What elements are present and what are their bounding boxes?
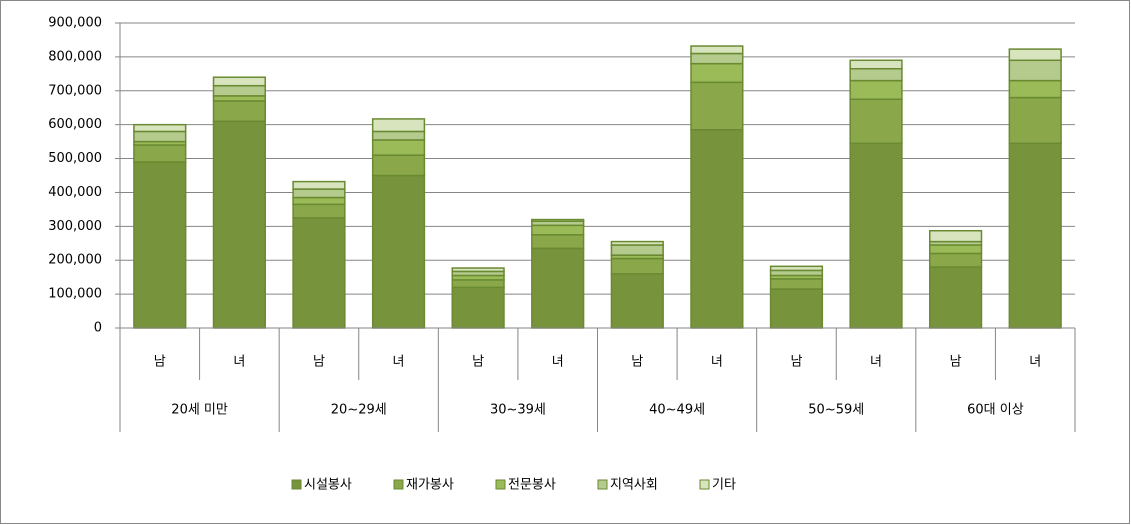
x-tick-label: 남: [790, 355, 802, 370]
group-label: 20세 미만: [171, 403, 228, 418]
bar-segment: [769, 288, 824, 329]
legend-swatch: [291, 479, 302, 490]
bar-segment: [371, 139, 426, 156]
x-tick-label: 녀: [233, 355, 245, 370]
bar-segment: [1008, 48, 1062, 62]
legend-label: 지역사회: [610, 478, 658, 493]
bar-segment: [371, 130, 426, 141]
x-tick-label: 남: [950, 355, 962, 370]
y-tick-label: 600,000: [48, 117, 102, 132]
bar-segment: [610, 273, 664, 329]
bar-segment: [531, 224, 585, 236]
bar-segment: [1008, 79, 1062, 99]
bar-segment: [292, 217, 346, 329]
bar-segment: [212, 84, 266, 97]
group-label: 40~49세: [649, 403, 705, 418]
legend-swatch: [495, 479, 506, 490]
x-tick-label: 남: [631, 355, 643, 370]
bar-segment: [133, 161, 187, 329]
bar-segment: [610, 244, 664, 256]
bar-segment: [531, 234, 585, 250]
bar-segment: [610, 257, 664, 275]
bar-segment: [451, 279, 505, 289]
y-tick-label: 300,000: [48, 219, 102, 234]
bar-segment: [133, 130, 187, 143]
bar-segment: [531, 247, 585, 329]
bar-segment: [610, 240, 664, 246]
bar-segment: [212, 76, 266, 87]
bar-segment: [531, 218, 585, 223]
bar-segment: [1008, 59, 1062, 82]
legend-label: 재가봉사: [406, 478, 454, 493]
y-tick-label: 500,000: [48, 151, 102, 166]
x-tick-label: 녀: [711, 355, 723, 370]
y-tick-label: 700,000: [48, 83, 102, 98]
bar-segment: [212, 95, 266, 102]
bar-segment: [292, 188, 346, 199]
x-tick-label: 녀: [1029, 355, 1041, 370]
group-label: 60대 이상: [967, 403, 1024, 418]
legend-label: 시설봉사: [304, 478, 352, 493]
x-tick-label: 남: [313, 355, 325, 370]
legend-swatch: [699, 479, 710, 490]
bar-segment: [1008, 96, 1062, 145]
y-tick-label: 0: [94, 321, 102, 336]
bar-segment: [292, 203, 346, 219]
bar-segment: [371, 154, 426, 177]
bar-segment: [690, 129, 744, 329]
bar-segment: [929, 229, 983, 243]
x-tick-label: 녀: [870, 355, 882, 370]
group-label: 50~59세: [808, 403, 864, 418]
legend-swatch: [393, 479, 404, 490]
legend-swatch: [597, 479, 608, 490]
x-tick-label: 녀: [393, 355, 405, 370]
y-tick-label: 200,000: [48, 253, 102, 268]
bar-segment: [292, 180, 346, 190]
bar-segment: [690, 52, 744, 65]
bar-segment: [849, 98, 903, 145]
bar-segment: [769, 269, 824, 277]
bar-segment: [212, 120, 266, 329]
bar-segment: [929, 252, 983, 268]
bar-segment: [849, 68, 903, 82]
legend-label: 전문봉사: [508, 478, 556, 493]
y-tick-label: 900,000: [48, 16, 102, 31]
x-tick-label: 남: [154, 355, 166, 370]
x-tick-label: 남: [472, 355, 484, 370]
y-tick-label: 400,000: [48, 185, 102, 200]
bar-segment: [690, 62, 744, 84]
bar-segment: [371, 118, 426, 133]
bar-segment: [690, 45, 744, 55]
bar-segment: [1008, 142, 1062, 329]
bar-segment: [769, 278, 824, 290]
bar-segment: [929, 266, 983, 329]
bar-segment: [133, 123, 187, 133]
x-tick-label: 녀: [552, 355, 564, 370]
bar-segment: [849, 79, 903, 101]
bar-segment: [212, 100, 266, 123]
y-tick-label: 800,000: [48, 49, 102, 64]
bar-segment: [133, 144, 187, 163]
y-tick-label: 100,000: [48, 287, 102, 302]
group-label: 30~39세: [490, 403, 546, 418]
legend-label: 기타: [712, 478, 736, 493]
bar-segment: [929, 244, 983, 255]
bar-segment: [371, 174, 426, 329]
bar-segment: [292, 196, 346, 206]
bar-segment: [690, 81, 744, 131]
bar-segment: [769, 265, 824, 272]
bar-segment: [849, 142, 903, 329]
bar-segment: [451, 286, 505, 329]
group-label: 20~29세: [331, 403, 387, 418]
bar-segment: [849, 59, 903, 70]
bar-segment: [451, 267, 505, 273]
